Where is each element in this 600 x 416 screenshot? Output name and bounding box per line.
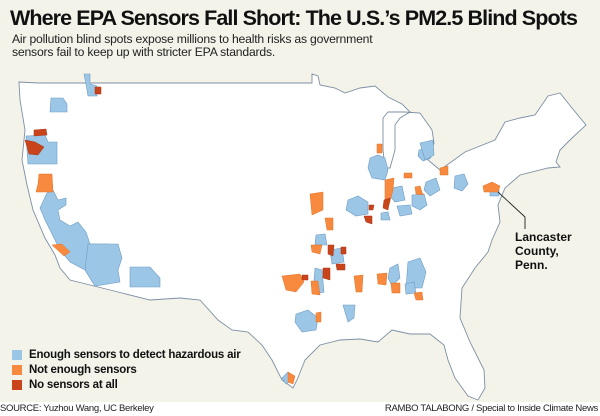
- footer-bar: [0, 402, 600, 416]
- source-text: SOURCE: Yuzhou Wang, UC Berkeley: [0, 403, 154, 414]
- annotation-line-2: County,: [515, 244, 559, 258]
- credit-text: RAMBO TALABONG / Special to Inside Clima…: [384, 403, 598, 414]
- legend-item-not-enough: Not enough sensors: [12, 363, 241, 377]
- us-outline: [18, 73, 587, 401]
- legend-label: No sensors at all: [29, 379, 118, 391]
- legend-item-none: No sensors at all: [12, 378, 241, 392]
- legend-item-enough: Enough sensors to detect hazardous air: [12, 348, 241, 362]
- annotation-line-3: Penn.: [515, 258, 548, 272]
- legend-label: Not enough sensors: [29, 364, 137, 376]
- legend: Enough sensors to detect hazardous air N…: [12, 348, 241, 393]
- page-subtitle: Air pollution blind spots expose million…: [12, 32, 373, 59]
- legend-swatch-red: [12, 380, 22, 390]
- no-sensors-regions: [24, 86, 391, 281]
- legend-swatch-orange: [12, 365, 22, 375]
- legend-swatch-blue: [12, 350, 22, 360]
- annotation-line-1: Lancaster: [515, 230, 572, 244]
- legend-label: Enough sensors to detect hazardous air: [29, 349, 241, 361]
- annotation-pointer-line: [497, 191, 526, 229]
- lancaster-annotation: Lancaster County, Penn.: [515, 230, 572, 272]
- not-enough-sensors-regions: [35, 143, 501, 385]
- page-title: Where EPA Sensors Fall Short: The U.S.’s…: [10, 6, 578, 30]
